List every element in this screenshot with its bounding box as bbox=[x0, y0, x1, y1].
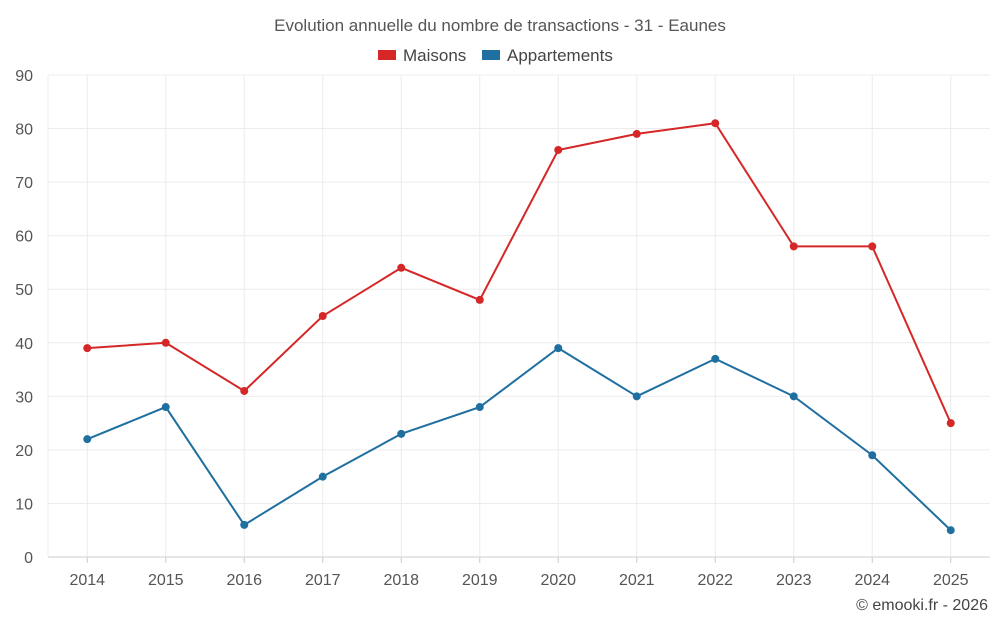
data-point-maisons bbox=[789, 242, 798, 251]
legend-item-appartements: Appartements bbox=[482, 46, 613, 65]
x-axis: 2014 2015 2016 2017 2018 2019 2020 2021 2022 2023… bbox=[69, 557, 969, 589]
legend-swatch-appartements bbox=[482, 50, 500, 60]
x-tick-label: 2020 bbox=[540, 572, 576, 589]
x-tick-label: 2024 bbox=[854, 572, 890, 589]
x-tick-label: 2018 bbox=[383, 572, 419, 589]
series-group bbox=[83, 119, 955, 535]
x-tick-label: 2015 bbox=[148, 572, 184, 589]
data-point-appartements bbox=[161, 403, 170, 412]
legend-label-appartements: Appartements bbox=[507, 46, 613, 65]
y-tick-label: 70 bbox=[15, 175, 33, 192]
y-tick-label: 0 bbox=[24, 550, 33, 567]
y-tick-label: 10 bbox=[15, 496, 33, 513]
series-line-appartements bbox=[86, 346, 952, 531]
chart-title: Evolution annuelle du nombre de transact… bbox=[274, 16, 726, 35]
data-point-appartements bbox=[868, 451, 877, 460]
x-tick-label: 2019 bbox=[462, 572, 498, 589]
legend-item-maisons: Maisons bbox=[378, 46, 466, 65]
grid bbox=[47, 74, 990, 558]
legend-swatch-maisons bbox=[378, 50, 396, 60]
x-tick-label: 2022 bbox=[697, 572, 733, 589]
data-point-appartements bbox=[946, 526, 955, 535]
x-tick-label: 2023 bbox=[776, 572, 812, 589]
data-point-maisons bbox=[554, 145, 563, 154]
y-tick-label: 80 bbox=[15, 122, 33, 139]
y-tick-label: 20 bbox=[15, 443, 33, 460]
data-point-appartements bbox=[83, 435, 92, 444]
x-tick-label: 2014 bbox=[69, 572, 105, 589]
y-tick-label: 50 bbox=[15, 282, 33, 299]
credit-text: © emooki.fr - 2026 bbox=[856, 597, 988, 614]
data-point-maisons bbox=[240, 386, 249, 395]
data-point-maisons bbox=[83, 344, 92, 353]
y-tick-label: 40 bbox=[15, 336, 33, 353]
data-point-appartements bbox=[240, 520, 249, 529]
x-tick-label: 2021 bbox=[619, 572, 655, 589]
data-point-maisons bbox=[632, 129, 641, 138]
data-point-appartements bbox=[789, 392, 798, 401]
y-tick-label: 90 bbox=[15, 68, 33, 85]
legend-label-maisons: Maisons bbox=[403, 46, 466, 65]
x-tick-label: 2017 bbox=[305, 572, 341, 589]
data-point-maisons bbox=[475, 295, 484, 304]
data-point-maisons bbox=[397, 263, 406, 272]
x-tick-label: 2016 bbox=[226, 572, 262, 589]
y-tick-label: 30 bbox=[15, 389, 33, 406]
legend: Maisons Appartements bbox=[378, 46, 613, 65]
data-point-appartements bbox=[397, 429, 406, 438]
series-line-maisons bbox=[87, 122, 952, 424]
data-point-appartements bbox=[318, 472, 327, 481]
data-point-appartements bbox=[711, 354, 720, 363]
data-point-maisons bbox=[711, 119, 720, 128]
x-tick-label: 2025 bbox=[933, 572, 969, 589]
y-tick-label: 60 bbox=[15, 229, 33, 246]
data-point-maisons bbox=[161, 338, 170, 347]
data-point-appartements bbox=[632, 392, 641, 401]
data-point-maisons bbox=[868, 242, 877, 251]
data-point-maisons bbox=[318, 312, 327, 320]
y-axis: 0 10 20 30 40 50 60 70 80 90 bbox=[15, 68, 33, 567]
data-point-appartements bbox=[475, 403, 484, 412]
data-point-maisons bbox=[946, 419, 955, 428]
data-point-appartements bbox=[554, 344, 563, 353]
